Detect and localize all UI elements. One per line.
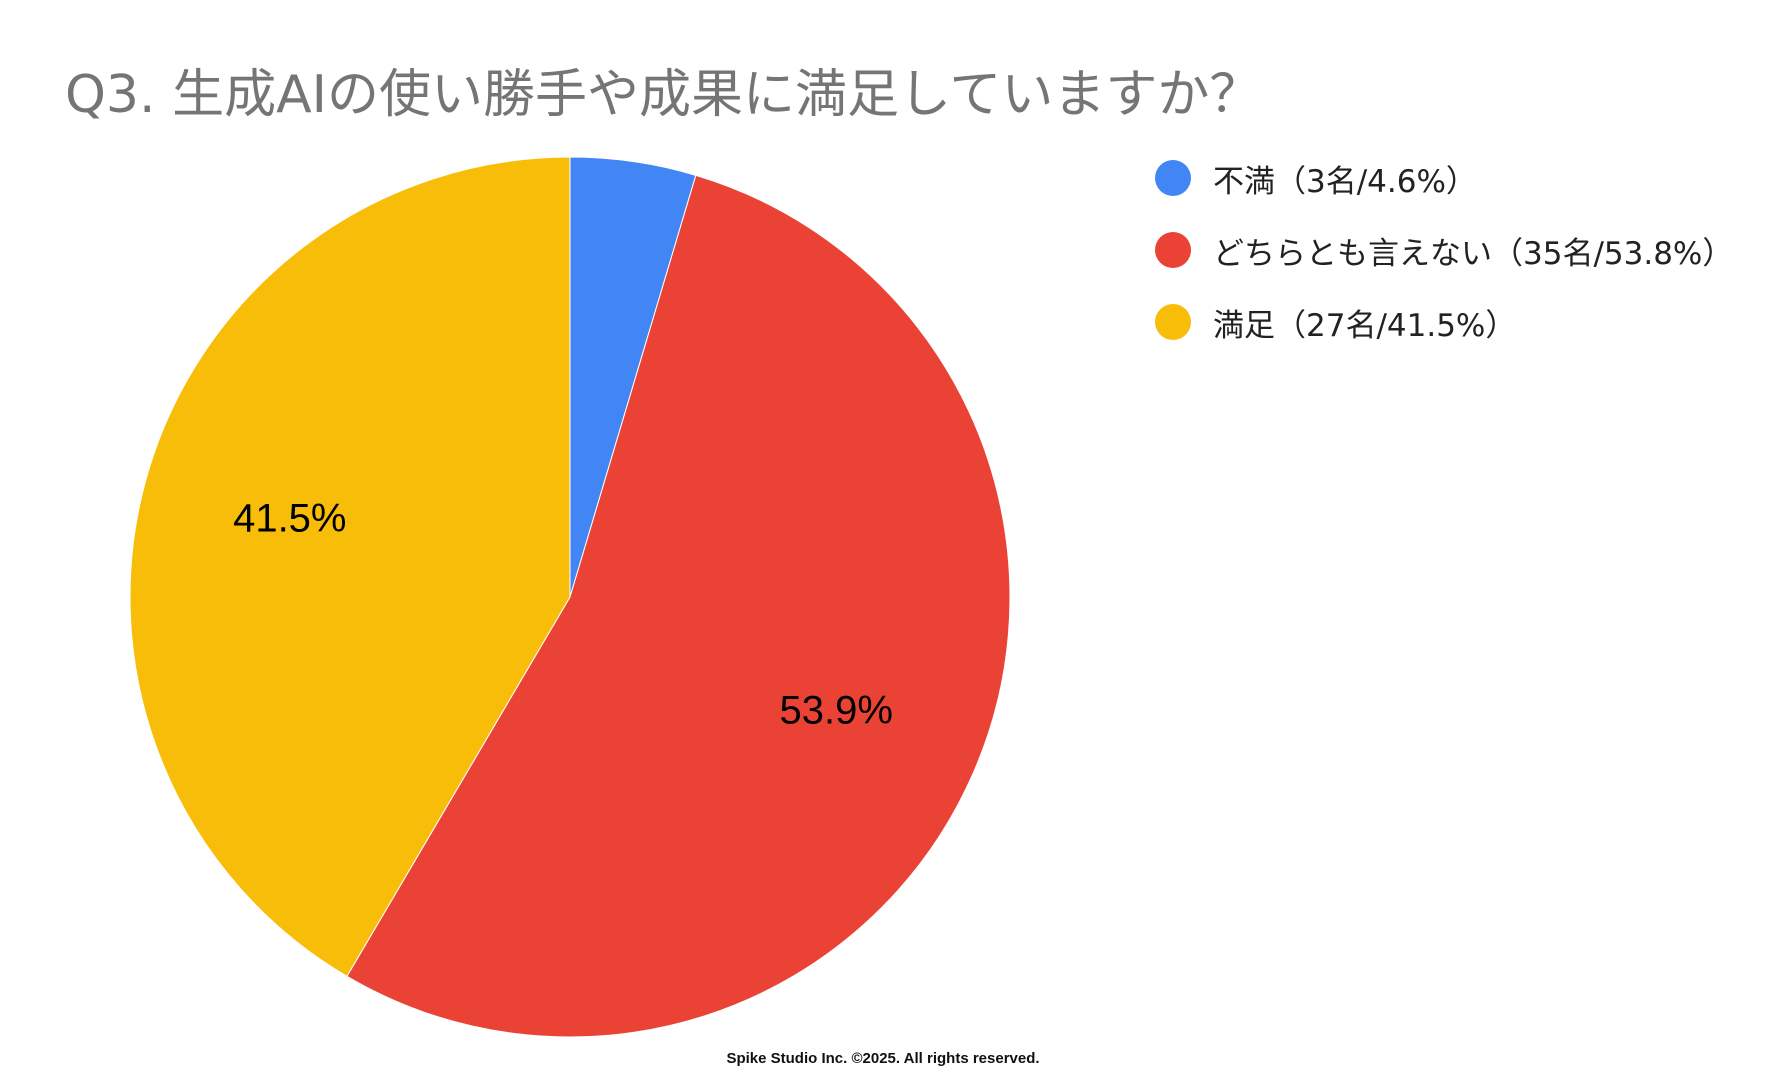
- pie-slice-neutral: [346, 174, 1011, 1038]
- legend-item-satisfied: 満足（27名/41.5%）: [1155, 304, 1733, 344]
- pie-slices: [129, 156, 1011, 1038]
- legend-label-dissatisfied: 不満（3名/4.6%）: [1213, 163, 1477, 200]
- legend-item-neutral: どちらとも言えない（35名/53.8%）: [1155, 232, 1733, 272]
- pie-slice-satisfied: [129, 156, 571, 977]
- legend-label-satisfied: 満足（27名/41.5%）: [1213, 307, 1517, 344]
- legend-swatch-dissatisfied: [1155, 160, 1191, 196]
- legend: 不満（3名/4.6%） どちらとも言えない（35名/53.8%） 満足（27名/…: [1155, 160, 1733, 376]
- chart-title: Q3. 生成AIの使い勝手や成果に満足していますか？: [65, 65, 1262, 125]
- legend-label-neutral: どちらとも言えない（35名/53.8%）: [1213, 235, 1734, 272]
- pie-slice-labels: 53.9% 41.5%: [233, 496, 893, 732]
- pie-label-satisfied: 41.5%: [233, 496, 346, 540]
- copyright-footer: Spike Studio Inc. ©2025. All rights rese…: [726, 1050, 1040, 1067]
- pie-label-neutral: 53.9%: [779, 689, 892, 733]
- legend-swatch-neutral: [1155, 232, 1191, 268]
- legend-item-dissatisfied: 不満（3名/4.6%）: [1155, 160, 1733, 200]
- legend-swatch-satisfied: [1155, 304, 1191, 340]
